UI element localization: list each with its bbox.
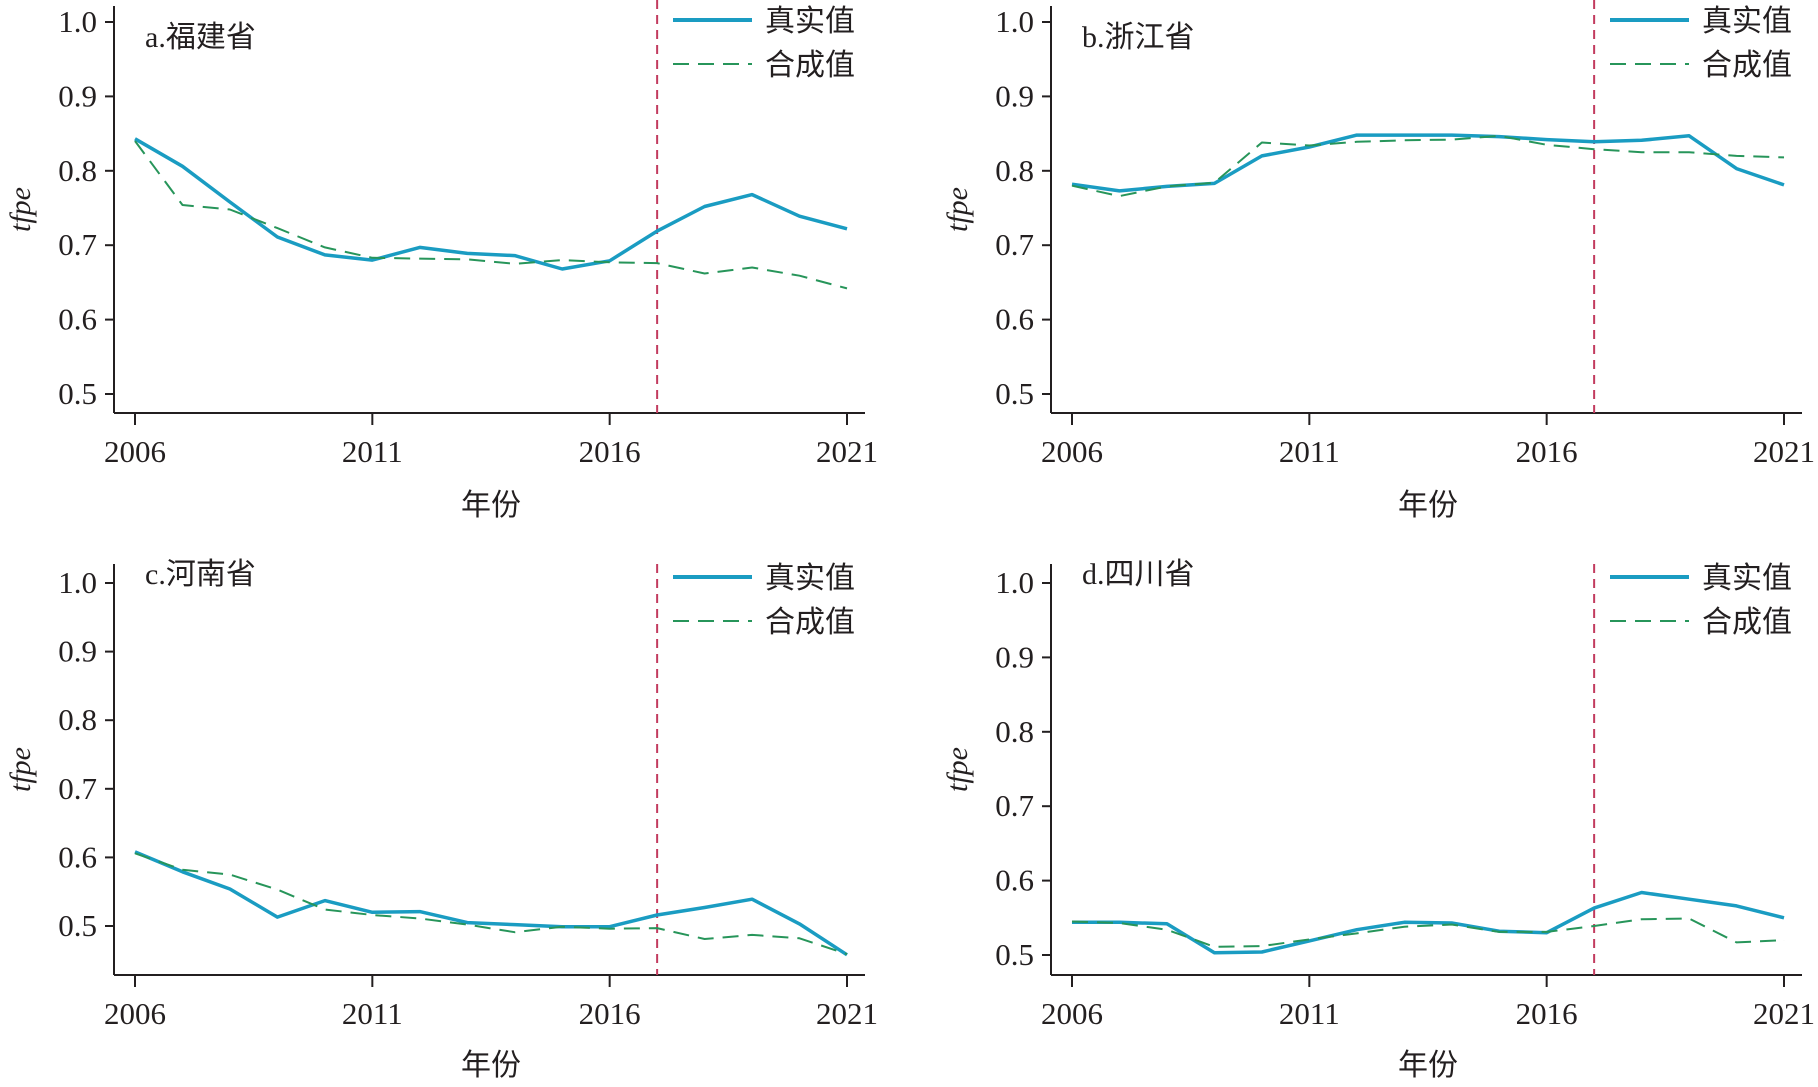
panel-d: 0.5 0.6 0.7 0.8 0.9 1.0 2006 2011 2016 2021 年份 tfpe…: [941, 558, 1815, 1082]
legend-label-real: 真实值: [765, 5, 855, 38]
panel-title: b.浙江省: [1082, 21, 1195, 54]
panel-title: c.河南省: [145, 558, 256, 591]
x-tick-label: 2016: [579, 996, 641, 1031]
legend-item-synthetic: 合成值: [1610, 49, 1792, 82]
y-tick-label: 0.7: [995, 227, 1034, 262]
x-tick-label: 2006: [1041, 434, 1103, 469]
y-tick-label: 0.8: [58, 153, 97, 188]
legend-item-real: 真实值: [1610, 5, 1792, 38]
panel-b: 0.5 0.6 0.7 0.8 0.9 1.0 2006 2011 2016 2021 年份 tfpe…: [941, 0, 1815, 522]
x-tick-label: 2006: [104, 996, 166, 1031]
y-tick-label: 0.8: [58, 702, 97, 737]
legend-item-synthetic: 合成值: [1610, 606, 1792, 639]
legend-item-real: 真实值: [673, 562, 855, 595]
y-tick-label: 0.5: [58, 376, 97, 411]
real-value-line: [134, 850, 848, 957]
synthetic-value-line: [1071, 134, 1785, 198]
y-tick-label: 0.6: [995, 302, 1034, 337]
legend-label-synthetic: 合成值: [1702, 606, 1792, 639]
legend-item-real: 真实值: [673, 5, 855, 38]
legend-item-real: 真实值: [1610, 562, 1792, 595]
x-tick-label: 2006: [104, 434, 166, 469]
y-tick-label: 0.9: [995, 78, 1034, 113]
real-value-line: [134, 137, 848, 271]
y-axis-label: tfpe: [4, 187, 37, 232]
legend-label-real: 真实值: [1702, 5, 1792, 38]
x-tick-label: 2021: [816, 996, 878, 1031]
synthetic-value-line: [134, 140, 848, 290]
y-tick-label: 0.5: [58, 908, 97, 943]
legend-label-real: 真实值: [1702, 562, 1792, 595]
legend-label-real: 真实值: [765, 562, 855, 595]
x-tick-label: 2021: [1753, 996, 1815, 1031]
y-tick-label: 0.8: [995, 153, 1034, 188]
y-tick-label: 0.5: [995, 937, 1034, 972]
y-axis-label: tfpe: [4, 747, 37, 792]
y-tick-label: 1.0: [995, 565, 1034, 600]
x-tick-label: 2011: [342, 996, 403, 1031]
x-axis-label: 年份: [461, 1049, 521, 1082]
y-axis-label: tfpe: [941, 747, 974, 792]
x-tick-label: 2021: [816, 434, 878, 469]
y-tick-label: 0.9: [58, 634, 97, 669]
legend-item-synthetic: 合成值: [673, 49, 855, 82]
y-tick-label: 0.6: [995, 863, 1034, 898]
panel-title: a.福建省: [145, 21, 256, 54]
y-tick-label: 0.9: [58, 78, 97, 113]
x-axis-label: 年份: [1398, 489, 1458, 522]
y-tick-label: 0.7: [995, 788, 1034, 823]
y-tick-label: 0.7: [58, 771, 97, 806]
legend-label-synthetic: 合成值: [765, 606, 855, 639]
x-tick-label: 2016: [579, 434, 641, 469]
x-tick-label: 2021: [1753, 434, 1815, 469]
y-tick-label: 0.7: [58, 227, 97, 262]
x-axis-label: 年份: [1398, 1049, 1458, 1082]
synthetic-value-line: [134, 852, 848, 956]
x-tick-label: 2006: [1041, 996, 1103, 1031]
x-tick-label: 2011: [1279, 434, 1340, 469]
y-tick-label: 0.9: [995, 639, 1034, 674]
y-tick-label: 0.8: [995, 714, 1034, 749]
y-tick-label: 0.6: [58, 302, 97, 337]
x-tick-label: 2011: [1279, 996, 1340, 1031]
y-tick-label: 1.0: [995, 4, 1034, 39]
y-axis-label: tfpe: [941, 187, 974, 232]
real-value-line: [1072, 890, 1785, 955]
legend-label-synthetic: 合成值: [765, 49, 855, 82]
real-value-line: [1071, 133, 1785, 193]
panel-a: 0.5 0.6 0.7 0.8 0.9 1.0 2006 2011 2016 2021 年份 tfpe…: [4, 0, 878, 522]
legend-item-synthetic: 合成值: [673, 606, 855, 639]
synthetic-value-line: [1071, 917, 1785, 948]
x-tick-label: 2011: [342, 434, 403, 469]
y-tick-label: 0.5: [995, 376, 1034, 411]
x-axis-label: 年份: [461, 489, 521, 522]
y-tick-label: 1.0: [58, 565, 97, 600]
y-tick-label: 0.6: [58, 839, 97, 874]
x-tick-label: 2016: [1516, 996, 1578, 1031]
panel-c: 0.5 0.6 0.7 0.8 0.9 1.0 2006 2011 2016 2021 年份 tfpe…: [4, 558, 878, 1082]
panel-title: d.四川省: [1082, 558, 1195, 591]
y-tick-label: 1.0: [58, 4, 97, 39]
legend-label-synthetic: 合成值: [1702, 49, 1792, 82]
x-tick-label: 2016: [1516, 434, 1578, 469]
